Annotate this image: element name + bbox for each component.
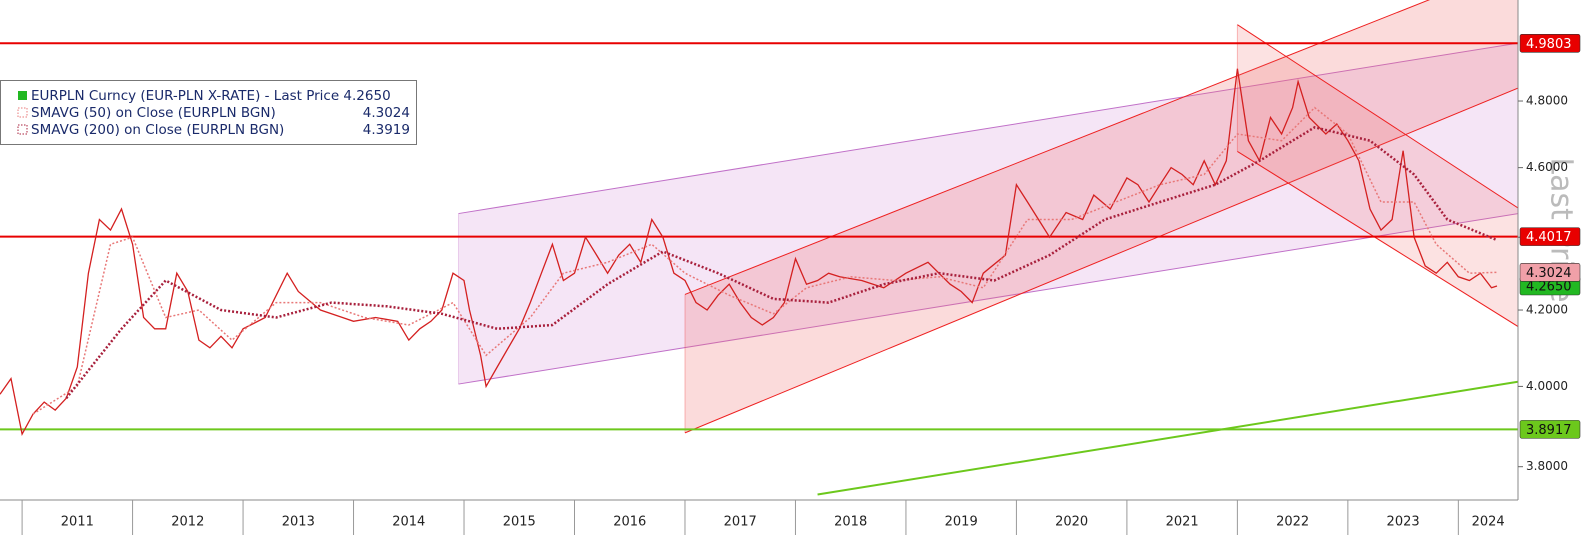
channel-line [458, 42, 1518, 215]
x-tick-label: 2024 [1472, 515, 1505, 530]
price-tag-label: 3.8917 [1526, 423, 1572, 438]
price-tag [1519, 420, 1581, 439]
y-tick-label: 4.8000 [1526, 94, 1568, 108]
price-tag [1519, 227, 1581, 246]
legend-marker [18, 91, 27, 100]
channel-line [684, 87, 1518, 434]
axes: 3.80004.00004.20004.40004.60004.80002011… [21, 34, 1581, 535]
legend-marker [17, 107, 28, 118]
legend: EURPLN Curncy (EUR-PLN X-RATE) - Last Pr… [0, 80, 417, 145]
x-tick-label: 2019 [945, 515, 978, 530]
x-tick-label: 2015 [503, 515, 536, 530]
x-tick-label: 2017 [724, 515, 757, 530]
x-tick-label: 2023 [1387, 515, 1420, 530]
channel-line [1237, 150, 1518, 327]
x-tick-label: 2022 [1276, 515, 1309, 530]
y-tick-label: 4.6000 [1526, 160, 1568, 174]
x-tick-label: 2011 [61, 515, 94, 530]
price-line [32, 106, 1498, 415]
channel-fill [684, 0, 1518, 433]
channel-line [684, 0, 1431, 295]
price-tag-label: 4.4017 [1526, 230, 1572, 245]
x-tick-label: 2014 [392, 515, 425, 530]
x-tick-label: 2021 [1166, 515, 1199, 530]
x-tick-label: 2012 [171, 515, 204, 530]
x-tick-label: 2016 [613, 515, 646, 530]
legend-value: 4.3919 [363, 122, 410, 138]
x-tick-label: 2013 [282, 515, 315, 530]
y-tick-label: 4.0000 [1526, 379, 1568, 393]
x-tick-label: 2018 [834, 515, 867, 530]
price-line [0, 68, 1498, 436]
price-line [65, 125, 1498, 399]
legend-value: 4.3024 [363, 105, 410, 121]
channel-line [458, 213, 1518, 385]
x-tick-label: 2020 [1055, 515, 1088, 530]
legend-marker [17, 124, 28, 135]
channel-fill [1237, 24, 1518, 327]
plot-area [0, 0, 1518, 496]
trend-line [817, 380, 1518, 496]
legend-label: SMAVG (50) on Close (EURPLN BGN) [31, 105, 276, 121]
y-tick-label: 3.8000 [1526, 459, 1568, 473]
legend-label: EURPLN Curncy (EUR-PLN X-RATE) - Last Pr… [31, 88, 391, 104]
price-tag-label: 4.9803 [1526, 37, 1572, 52]
legend-box [0, 80, 417, 145]
price-tag [1519, 263, 1581, 282]
legend-label: SMAVG (200) on Close (EURPLN BGN) [31, 122, 284, 138]
price-tag-label: 4.2650 [1526, 279, 1572, 294]
channel-line [1237, 24, 1518, 209]
price-tag [1519, 34, 1581, 53]
price-tag-label: 4.3024 [1526, 266, 1572, 281]
y-tick-label: 4.2000 [1526, 303, 1568, 317]
channel-fill [458, 43, 1518, 385]
